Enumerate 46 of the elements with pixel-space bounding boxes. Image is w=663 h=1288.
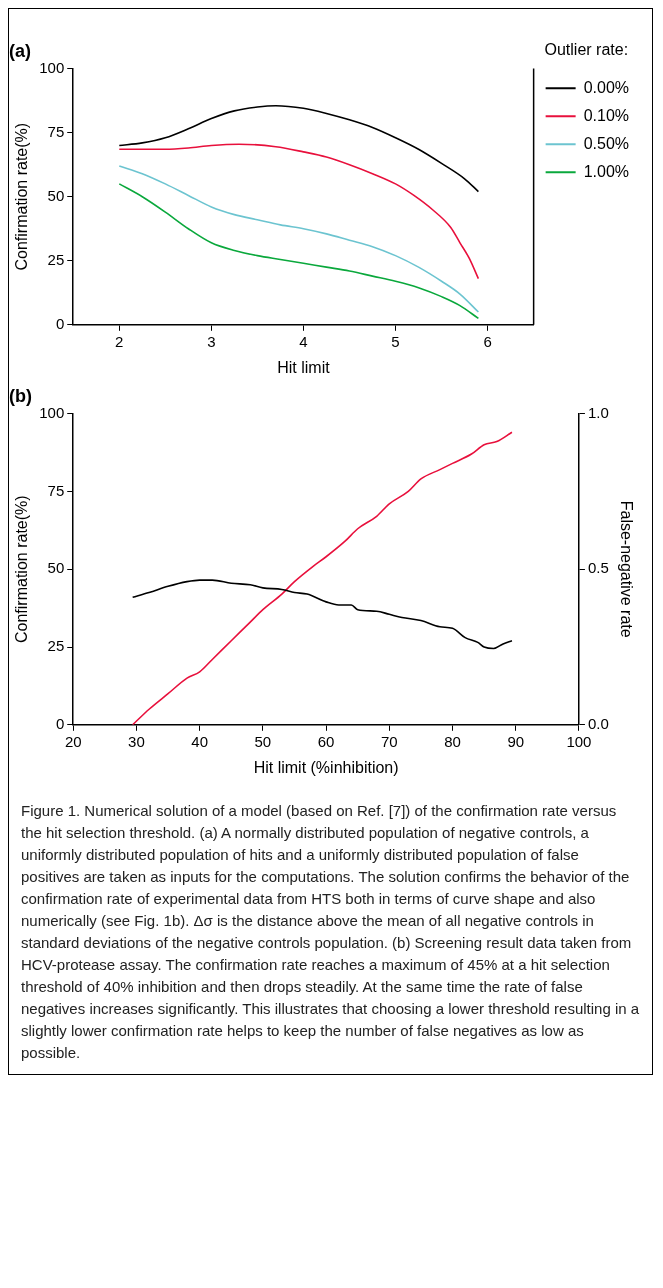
legend-title: Outlier rate: [544, 41, 629, 59]
x-tick-label: 5 [391, 332, 400, 350]
x-tick-label: 2 [115, 332, 124, 350]
legend-label: 1.00% [583, 162, 630, 180]
y2-tick-label: 1.0 [587, 403, 609, 421]
legend-label: 0.50% [583, 134, 630, 152]
y2-tick-label: 0.0 [587, 714, 609, 732]
y2-tick-label: 0.5 [587, 559, 609, 577]
y-tick-label: 0 [55, 714, 65, 732]
x-tick-label: 40 [191, 732, 208, 750]
y-tick-label: 25 [47, 250, 65, 268]
x-axis-title: Hit limit [277, 358, 331, 376]
y-tick-label: 50 [47, 559, 65, 577]
legend-label: 0.10% [583, 106, 630, 124]
x-tick-label: 50 [254, 732, 272, 750]
x-tick-label: 6 [483, 332, 492, 350]
line-series [131, 431, 513, 725]
legend-label: 0.00% [583, 78, 630, 96]
line-series [118, 183, 480, 320]
y-axis-title: Confirmation rate(%) [13, 495, 31, 643]
line-series [118, 143, 480, 280]
chart-title: (a) [9, 40, 31, 61]
x-tick-label: 30 [128, 732, 145, 750]
line-series [131, 579, 513, 650]
x-axis-title: Hit limit (%inhibition) [253, 758, 399, 776]
x-tick-label: 70 [380, 732, 398, 750]
x-tick-label: 80 [444, 732, 461, 750]
y2-axis-title: False-negative rate [617, 500, 635, 638]
y-tick-label: 75 [47, 122, 65, 140]
x-tick-label: 60 [317, 732, 335, 750]
line-series [118, 165, 480, 313]
y-tick-label: 0 [55, 314, 65, 332]
y-tick-label: 75 [47, 481, 65, 499]
y-tick-label: 100 [39, 58, 65, 76]
text: Figure 1. Numerical solution of a model (based on Ref. [7]) of the confirmation rate versus the hit selection threshold. (a) A normally distributed population of negative controls, a uniformly distributed population of hits and a uniformly distributed population of false positives are taken as inputs for the computations. The solution confirms the behavior of the confirmation rate of experimental data from HTS both in terms of curve shape and also numerically (see Fig. 1b). Δσ is the distance above the mean of all negative controls in standard deviations of the negative controls population. (b) Screening result data taken from HCV-protease assay. The confirmation rate reaches a maximum of 45% at a hit selection threshold of 40% inhibition and then drops steadily. At the same time the rate of false negatives increases significantly. This illustrates that choosing a lower threshold resulting in a slightly lower confirmation rate helps to keep the number of false negatives as low as possible. [21, 802, 640, 1061]
x-tick-label: 20 [64, 732, 82, 750]
x-tick-label: 90 [507, 732, 525, 750]
chart-title: (b) [9, 385, 32, 406]
x-tick-label: 4 [299, 332, 308, 350]
line-series [118, 104, 480, 193]
x-tick-label: 3 [207, 332, 216, 350]
y-tick-label: 100 [39, 403, 65, 421]
y-tick-label: 50 [47, 186, 65, 204]
y-tick-label: 25 [47, 637, 65, 655]
x-tick-label: 100 [566, 732, 592, 750]
y-axis-title: Confirmation rate(%) [13, 122, 31, 271]
